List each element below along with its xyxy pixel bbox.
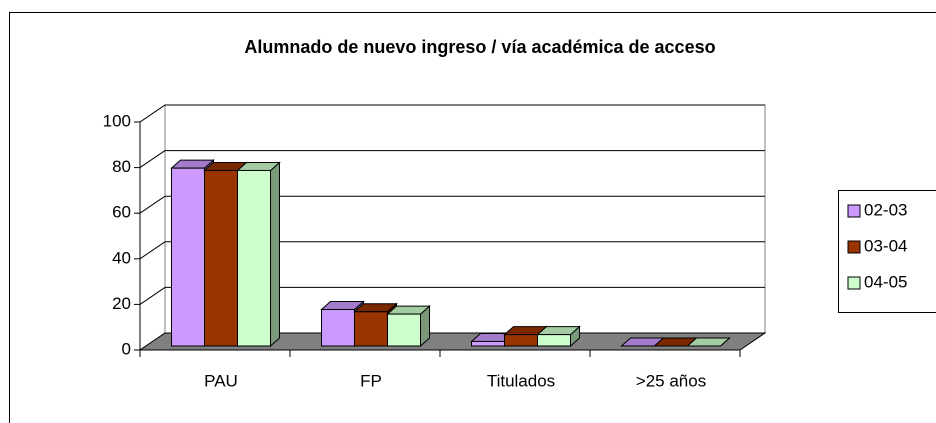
x-tick-label: FP (360, 371, 382, 390)
legend-swatch (847, 276, 861, 290)
bar-top (686, 337, 731, 347)
bar (387, 313, 421, 347)
grid-line (139, 150, 166, 169)
chart-title: Alumnado de nuevo ingreso / vía académic… (244, 37, 715, 57)
bar (537, 334, 571, 347)
x-tick-label: PAU (204, 371, 238, 390)
x-tick-label: >25 años (636, 371, 706, 390)
bar-side (270, 161, 280, 348)
bar (321, 309, 355, 347)
bar (237, 169, 271, 347)
bar (354, 311, 388, 347)
legend-label: 03-04 (864, 236, 907, 255)
left-wall (139, 104, 166, 351)
grid-line (139, 104, 166, 123)
y-tick-label: 40 (112, 248, 131, 267)
grid-line (139, 241, 166, 260)
bar (471, 340, 505, 347)
y-tick-label: 0 (122, 339, 131, 358)
grid-line (139, 286, 166, 305)
legend-label: 02-03 (864, 200, 907, 219)
legend-swatch (847, 240, 861, 254)
legend-swatch (847, 204, 861, 218)
bar (504, 334, 538, 347)
x-tick-label: Titulados (487, 371, 555, 390)
legend-label: 04-05 (864, 272, 907, 291)
grid-line (139, 195, 166, 214)
y-tick-label: 80 (112, 157, 131, 176)
y-tick-label: 60 (112, 203, 131, 222)
y-tick-label: 100 (103, 111, 131, 130)
y-tick-label: 20 (112, 294, 131, 313)
bar (204, 169, 238, 347)
bar (171, 167, 205, 347)
